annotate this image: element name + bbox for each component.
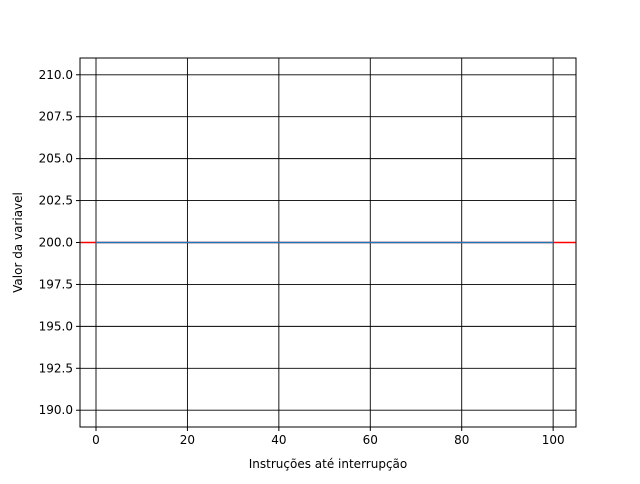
x-tick-label: 100	[542, 433, 565, 447]
y-tick-label: 200.0	[39, 236, 73, 250]
y-tick-label: 210.0	[39, 68, 73, 82]
y-tick-label: 202.5	[39, 194, 73, 208]
x-tick-label: 60	[363, 433, 378, 447]
x-axis-ticks: 0 20 40 60 80 100	[92, 427, 565, 447]
y-tick-label: 197.5	[39, 277, 73, 291]
x-tick-label: 40	[271, 433, 286, 447]
y-tick-label: 207.5	[39, 110, 73, 124]
x-tick-label: 80	[454, 433, 469, 447]
y-tick-label: 192.5	[39, 361, 73, 375]
x-tick-label: 0	[92, 433, 100, 447]
y-tick-label: 195.0	[39, 319, 73, 333]
y-tick-label: 190.0	[39, 403, 73, 417]
x-axis-label: Instruções até interrupção	[249, 457, 407, 471]
y-axis-ticks: 190.0 192.5 195.0 197.5 200.0 202.5 205.0 207.5…	[39, 68, 80, 417]
y-axis-label: Valor da variavel	[11, 192, 25, 293]
x-tick-label: 20	[180, 433, 195, 447]
y-tick-label: 205.0	[39, 152, 73, 166]
